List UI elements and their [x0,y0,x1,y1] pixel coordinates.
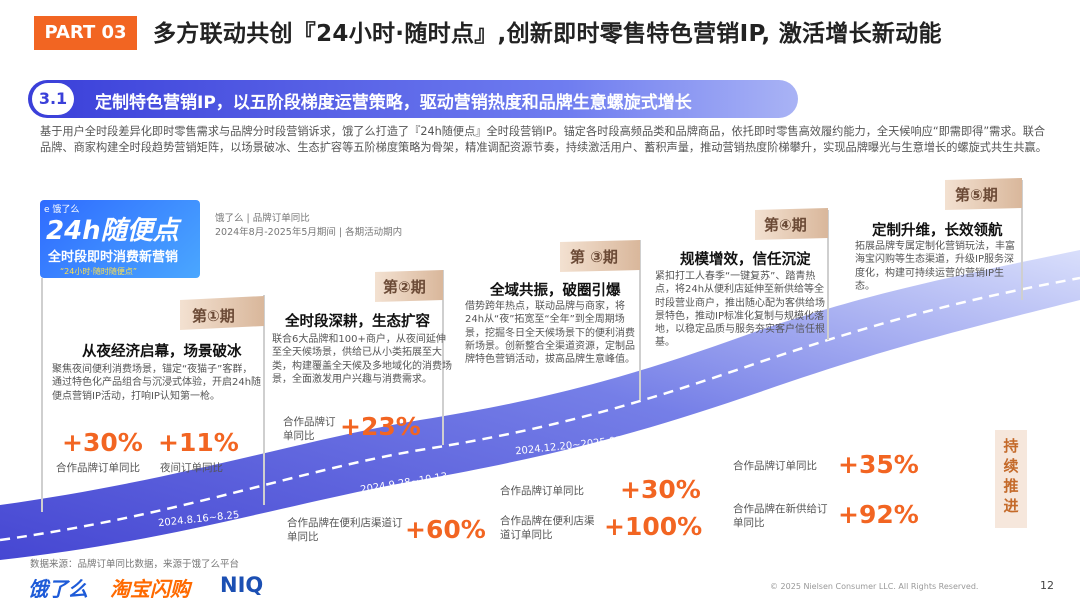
phase-2-stat-2-value: +60% [405,515,486,544]
phase-2-stat-1-label: 合作品牌订单同比 [283,416,336,442]
ribbon-dash [0,276,1080,542]
logo-title: 24h随便点 [46,216,179,246]
phase-4-desc: 紧扣打工人春季“一键复苏”、踏青热点，将24h从便利店延伸至新供给等全时段营业商… [655,271,825,349]
phase-1-stat-2-value: +11% [158,428,239,457]
phase-4-flag: 第④期 [764,216,807,234]
phase-4-stat-1-value: +35% [838,450,919,479]
phase-5-desc: 拓展品牌专属定制化营销玩法，丰富海宝闪购等生态渠道，升级IP服务深度化，构建可持… [855,241,1015,292]
flag-2 [375,270,443,302]
subheader-bar [28,80,798,118]
phase-1-stat-1-value: +30% [62,428,143,457]
phase-4-stat-2-value: +92% [838,500,919,529]
phase-2-stat-1-value: +23% [340,412,421,441]
subheader-number: 3.1 [32,83,74,115]
flag-4 [755,208,828,240]
subheader-title: 定制特色营销IP，以五阶段梯度运营策略，驱动营销热度和品牌生意螺旋式增长 [95,93,692,113]
phase-5-flag: 第⑤期 [955,186,998,204]
brand-eleme-logo: 饿了么 [28,577,88,601]
phase-2-desc: 联合6大品牌和100+商户，从夜间延伸至全天候场景，供给已从小类拓展至大类，构建… [272,334,452,385]
flag-3 [560,240,640,272]
phase-3-stat-1-label: 合作品牌订单同比 [500,485,584,497]
page-title: 多方联动共创『24小时·随时点』,创新即时零售特色营销IP, 激活增长新动能 [153,21,942,47]
flag-5 [945,178,1022,210]
phase-4-title: 规模增效，信任沉淀 [680,252,811,268]
phase-3-stat-1-value: +30% [620,475,701,504]
phase-1-stat-1-label: 合作品牌订单同比 [56,462,140,474]
phase-4-stat-1-label: 合作品牌订单同比 [733,460,817,472]
phase-1-desc: 聚焦夜间便利消费场景，锚定“夜猫子”客群，通过特色化产品组合与沉浸式体验，开启2… [52,364,262,402]
phase-3-desc: 借势跨年热点，联动品牌与商家，将24h从“夜”拓宽至“全年”到全周期场景，挖掘冬… [465,301,635,366]
phase-5-title: 定制升维，长效领航 [872,223,1003,239]
page-number: 12 [1040,579,1054,592]
continue-label: 持续推进 [995,430,1027,528]
phase-4-stat-2-label: 合作品牌在新供给订单同比 [733,503,828,529]
brand-taobao-flash-logo: 淘宝闪购 [110,577,190,601]
phase-1-title: 从夜经济启幕，场景破冰 [82,344,242,360]
source-note-line1: 饿了么 | 品牌订单同比 [215,213,310,224]
phase-3-stat-2-value: +100% [604,512,703,541]
source-note-line2: 2024年8月-2025年5月期间 | 各期活动期内 [215,227,403,238]
campaign-logo [40,200,200,278]
phase-3-stat-2-label: 合作品牌在便利店渠道订单同比 [500,515,595,541]
phase-2-stat-2-label: 合作品牌在便利店渠道订单同比 [287,517,403,543]
phase-1-flag: 第①期 [192,307,235,325]
intro-paragraph: 基于用户全时段差异化即时零售需求与品牌分时段营销诉求，饿了么打造了『24h随便点… [40,125,1047,154]
phase-2-title: 全时段深耕，生态扩容 [285,314,430,330]
footer-source: 数据来源：品牌订单同比数据，来源于饿了么平台 [30,559,240,570]
part-badge: PART 03 [34,16,137,50]
flag-1 [180,296,264,330]
logo-tag: e 饿了么 [44,205,80,215]
logo-slogan: “24小时·随时随便点” [60,267,138,276]
brand-niq-logo: NIQ [220,573,264,597]
copyright: © 2025 Nielsen Consumer LLC. All Rights … [770,582,979,591]
phase-2-flag: 第②期 [383,278,426,296]
phase-3-flag: 第 ③期 [570,248,618,266]
phase-1-stat-2-label: 夜间订单同比 [160,462,223,474]
phase-3-title: 全域共振，破圈引爆 [490,283,621,299]
logo-subtitle: 全时段即时消费新营销 [48,250,179,265]
